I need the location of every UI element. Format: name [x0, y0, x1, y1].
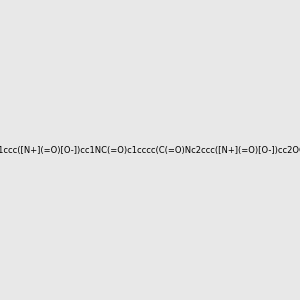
Text: COc1ccc([N+](=O)[O-])cc1NC(=O)c1cccc(C(=O)Nc2ccc([N+](=O)[O-])cc2OC)c1: COc1ccc([N+](=O)[O-])cc1NC(=O)c1cccc(C(=… [0, 146, 300, 154]
